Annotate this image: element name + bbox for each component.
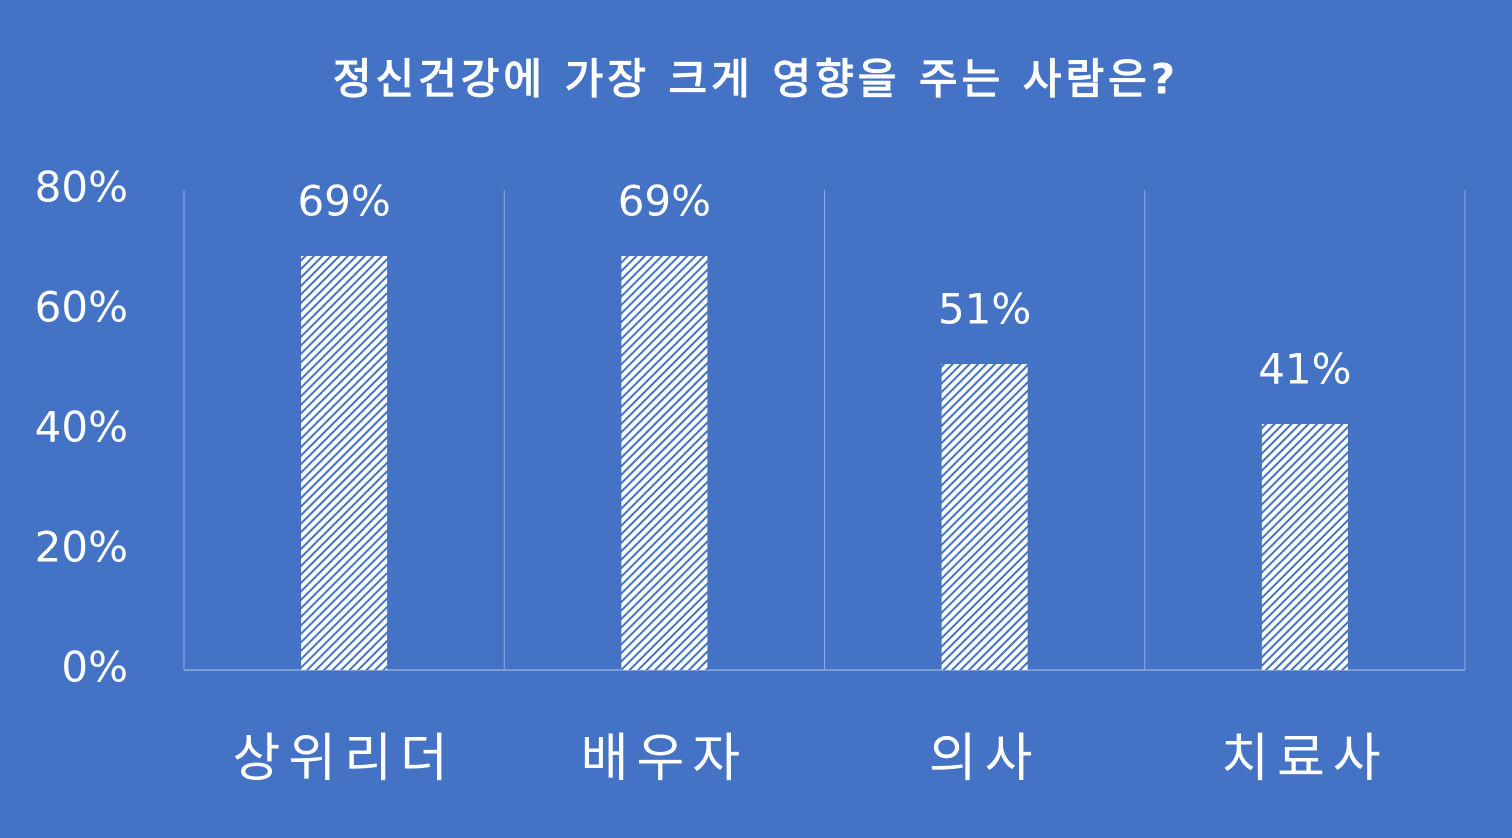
y-tick-label: 80% bbox=[35, 163, 128, 212]
x-tick-label: 상위리더 bbox=[232, 729, 455, 789]
data-label: 51% bbox=[938, 285, 1031, 334]
data-label: 69% bbox=[297, 177, 390, 226]
bar bbox=[621, 256, 708, 670]
bar bbox=[941, 364, 1028, 670]
y-tick-label: 0% bbox=[61, 643, 128, 692]
x-tick-label: 의사 bbox=[929, 729, 1041, 789]
x-tick-label: 치료사 bbox=[1221, 729, 1389, 789]
bar bbox=[301, 256, 388, 670]
chart-title: 정신건강에 가장 크게 영향을 주는 사람은? bbox=[333, 55, 1179, 104]
data-label: 41% bbox=[1258, 345, 1351, 394]
data-label: 69% bbox=[618, 177, 711, 226]
bar bbox=[1261, 424, 1348, 670]
y-tick-label: 60% bbox=[35, 283, 128, 332]
y-tick-label: 40% bbox=[35, 403, 128, 452]
y-tick-label: 20% bbox=[35, 523, 128, 572]
x-tick-label: 배우자 bbox=[581, 729, 749, 789]
